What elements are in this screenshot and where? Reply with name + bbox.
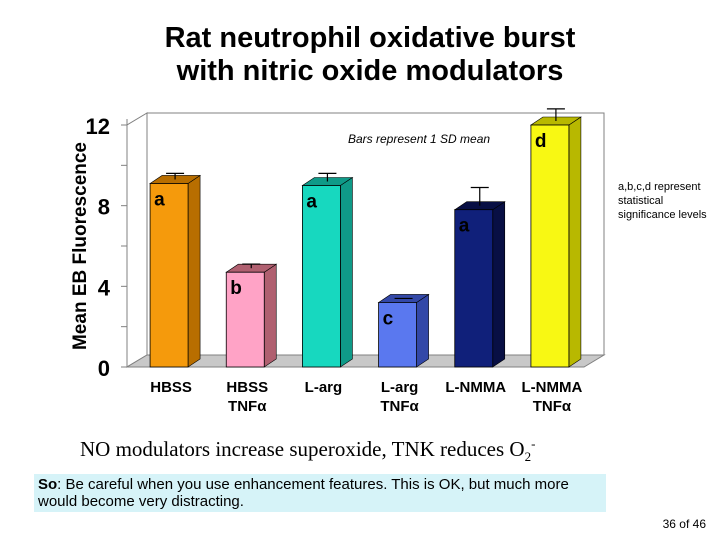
plot-side-wall	[126, 112, 148, 368]
bar-side	[568, 116, 582, 368]
caption-subscript: 2	[524, 449, 532, 465]
x-tick-label: HBSS TNFα	[226, 379, 268, 415]
significance-note: a,b,c,d represent statistical significan…	[618, 181, 707, 221]
bar-side	[263, 263, 277, 368]
y-tick-label: 12	[86, 114, 110, 139]
chart-annotation: Bars represent 1 SD mean	[348, 132, 490, 146]
bar-chart: 0 4 8 12 Mean EB Fluorescence Bars represent …	[70, 108, 606, 415]
significance-letter: a	[306, 192, 317, 213]
caption-text: NO modulators increase superoxide, TNK r…	[80, 437, 525, 461]
bar	[302, 185, 341, 368]
significance-letter: b	[230, 278, 242, 299]
title-line-2: with nitric oxide modulators	[176, 55, 564, 87]
bar	[225, 271, 265, 368]
y-axis-label: Mean EB Fluorescence	[70, 142, 91, 350]
y-tick-label: 0	[98, 356, 110, 381]
significance-letter: a	[459, 216, 470, 237]
bar	[149, 183, 189, 368]
significance-letter: d	[535, 131, 547, 152]
y-tick-label: 8	[98, 195, 110, 220]
bar-side	[187, 174, 201, 368]
slide-caption: NO modulators increase superoxide, TNK r…	[80, 436, 700, 465]
tip-label: So	[38, 476, 58, 493]
tip-box: So: Be careful when you use enhancement …	[34, 474, 606, 512]
significance-letter: a	[154, 189, 165, 210]
slide-number: 36 of 46	[662, 517, 706, 531]
bar	[378, 302, 417, 368]
y-tick-label: 4	[98, 275, 111, 300]
chart-title: Rat neutrophil oxidative burst with nitr…	[100, 22, 640, 88]
significance-letter: c	[383, 308, 394, 329]
tip-text: : Be careful when you use enhancement fe…	[38, 476, 569, 510]
bar	[454, 209, 494, 368]
x-tick-label: HBSS	[150, 379, 192, 396]
x-tick-label: L-NMMA TNFα	[522, 379, 583, 415]
x-tick-label: L-arg TNFα	[380, 379, 419, 415]
caption-superscript: -	[531, 436, 536, 451]
title-line-1: Rat neutrophil oxidative burst	[164, 22, 576, 54]
bar-side	[416, 293, 429, 368]
x-tick-label: L-NMMA	[445, 379, 506, 396]
bar-side	[340, 176, 353, 368]
x-tick-label: L-arg	[305, 379, 343, 396]
bar	[530, 124, 570, 368]
bar-side	[492, 201, 506, 368]
